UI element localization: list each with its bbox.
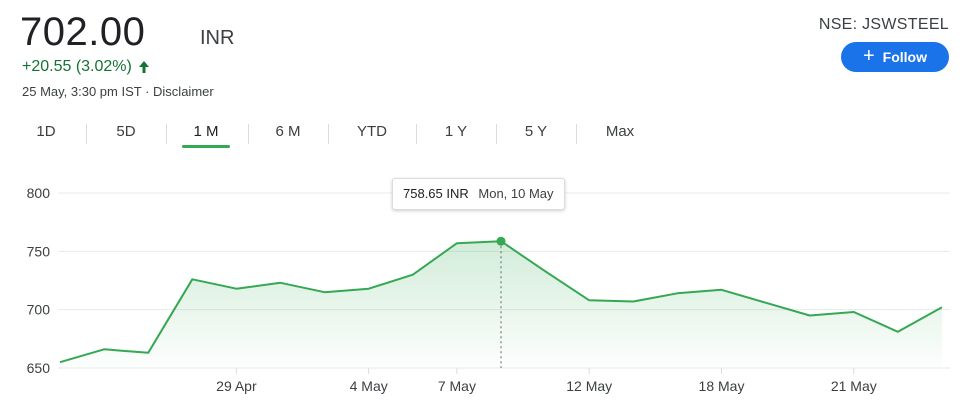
x-tick-label: 7 May <box>438 378 476 394</box>
tab-divider <box>496 124 497 144</box>
exchange-ticker: NSE: JSWSTEEL <box>818 16 949 33</box>
quote-timestamp: 25 May, 3:30 pm IST · <box>22 84 150 99</box>
y-tick-label: 800 <box>27 185 51 201</box>
price-change: +20.55 (3.02%) <box>22 58 150 76</box>
follow-button-label: Follow <box>882 49 927 65</box>
x-tick-label: 21 May <box>831 378 877 394</box>
x-tick-label: 29 Apr <box>216 378 257 394</box>
tab-5y[interactable]: 5 Y <box>516 118 556 150</box>
highlight-point <box>496 236 506 246</box>
price-change-value: +20.55 (3.02%) <box>22 58 132 75</box>
y-tick-label: 650 <box>27 360 51 376</box>
tooltip-date: Mon, 10 May <box>478 186 554 201</box>
chart-tooltip: 758.65 INR Mon, 10 May <box>392 178 565 210</box>
tab-divider <box>86 124 87 144</box>
tab-label: YTD <box>357 123 387 140</box>
tab-label: Max <box>605 123 635 140</box>
active-tab-indicator <box>182 145 230 148</box>
tab-divider <box>576 124 577 144</box>
tab-divider <box>416 124 417 144</box>
tab-divider <box>328 124 329 144</box>
arrow-up-icon <box>138 61 149 73</box>
quote-meta: 25 May, 3:30 pm IST · Disclaimer <box>22 84 214 99</box>
x-tick-label: 18 May <box>699 378 745 394</box>
tab-1d[interactable]: 1D <box>26 118 66 150</box>
follow-button[interactable]: + Follow <box>841 42 949 72</box>
current-price: 702.00 <box>20 10 146 54</box>
range-tabs: 1D 5D 1 M 6 M YTD 1 Y 5 Y Max <box>0 118 700 152</box>
disclaimer-link[interactable]: Disclaimer <box>153 84 214 99</box>
tab-label: 6 M <box>275 123 301 140</box>
tab-divider <box>248 124 249 144</box>
price-area-fill <box>60 241 942 368</box>
tab-divider <box>166 124 167 144</box>
tab-label: 5 Y <box>524 123 548 140</box>
x-tick-label: 12 May <box>566 378 612 394</box>
y-tick-label: 750 <box>27 243 51 259</box>
x-tick-label: 4 May <box>350 378 388 394</box>
currency-label: INR <box>200 27 235 49</box>
tab-max[interactable]: Max <box>596 118 644 150</box>
tab-ytd[interactable]: YTD <box>346 118 398 150</box>
tab-label: 1 Y <box>444 123 468 140</box>
tab-label: 5D <box>116 123 136 140</box>
tooltip-value: 758.65 INR <box>403 186 469 201</box>
tab-label: 1 M <box>193 123 219 140</box>
tab-1m[interactable]: 1 M <box>182 118 230 150</box>
tab-1y[interactable]: 1 Y <box>436 118 476 150</box>
tab-5d[interactable]: 5D <box>106 118 146 150</box>
plus-icon: + <box>862 45 875 67</box>
tab-label: 1D <box>36 123 56 140</box>
y-tick-label: 700 <box>27 302 51 318</box>
price-chart[interactable]: 800 750 700 650 29 Apr 4 May 7 May 12 May 18 May… <box>0 170 971 405</box>
tab-6m[interactable]: 6 M <box>266 118 310 150</box>
